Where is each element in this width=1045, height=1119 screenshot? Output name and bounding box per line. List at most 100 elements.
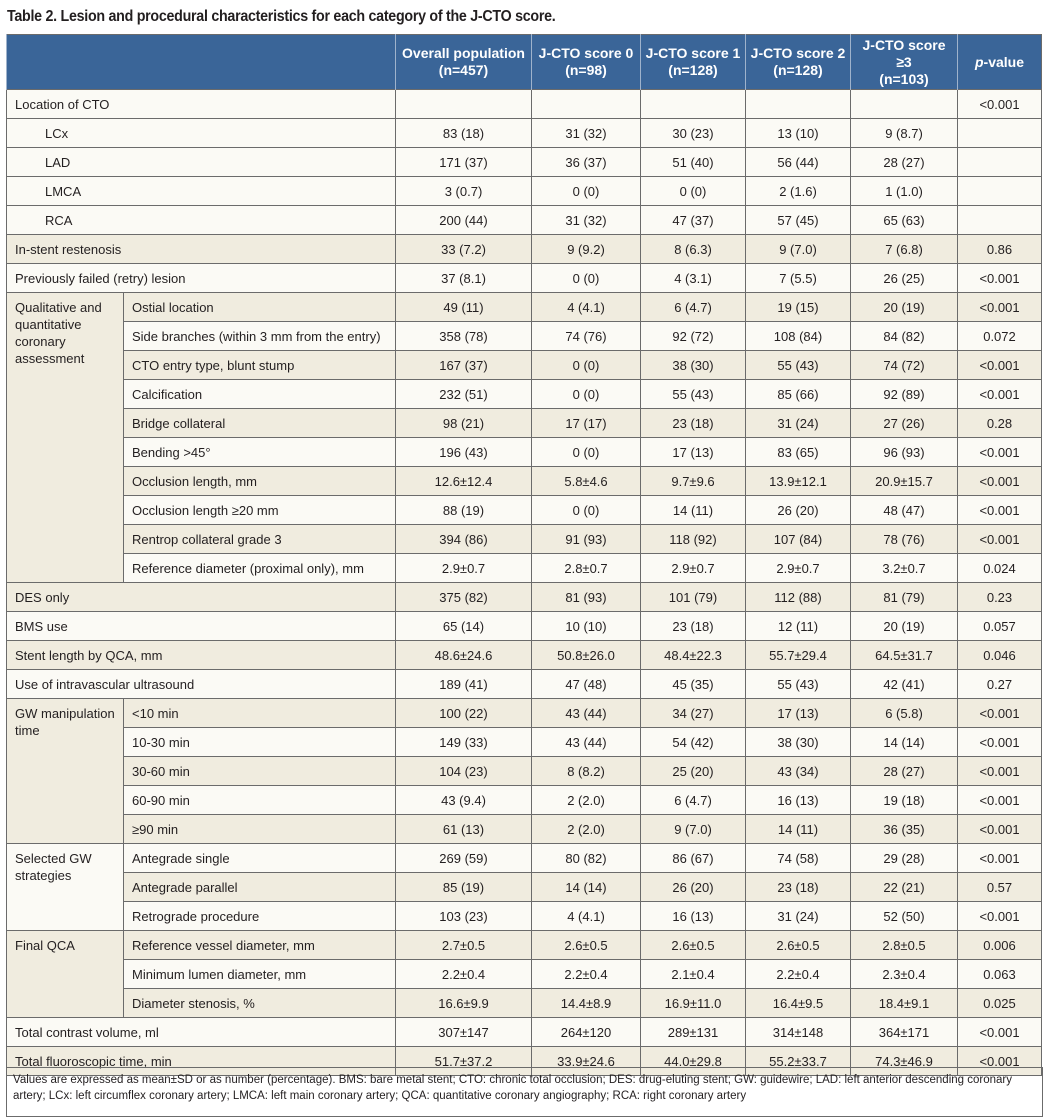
value-cell: 9 (7.0) bbox=[745, 234, 851, 264]
value-cell: 16 (13) bbox=[745, 785, 851, 815]
value-cell: 1 (1.0) bbox=[850, 176, 958, 206]
value-cell: 48 (47) bbox=[850, 495, 958, 525]
value-cell: 65 (14) bbox=[395, 611, 532, 641]
value-cell: 26 (20) bbox=[745, 495, 851, 525]
value-cell: 86 (67) bbox=[640, 843, 746, 873]
value-cell: 2.8±0.7 bbox=[531, 553, 641, 583]
value-cell: 167 (37) bbox=[395, 350, 532, 380]
table-row: GW manipulation time <10 min 100 (22) 43 (4… bbox=[6, 698, 1042, 844]
value-cell: 5.8±4.6 bbox=[531, 466, 641, 496]
value-cell: 2.2±0.4 bbox=[395, 959, 532, 989]
p-value-cell: <0.001 bbox=[957, 785, 1042, 815]
value-cell: 149 (33) bbox=[395, 727, 532, 757]
value-cell: 96 (93) bbox=[850, 437, 958, 467]
value-cell: 2.6±0.5 bbox=[745, 930, 851, 960]
table-row: Total fluoroscopic time, min 51.7±37.2 33.… bbox=[6, 1046, 1042, 1076]
value-cell: 17 (13) bbox=[640, 437, 746, 467]
header-p-value: p-value bbox=[957, 34, 1042, 90]
value-cell: 38 (30) bbox=[745, 727, 851, 757]
row-label: LMCA bbox=[6, 176, 396, 206]
value-cell: 19 (18) bbox=[850, 785, 958, 815]
value-cell: 47 (37) bbox=[640, 205, 746, 235]
p-value-cell: 0.86 bbox=[957, 234, 1042, 264]
value-cell: 55.2±33.7 bbox=[745, 1046, 851, 1076]
value-cell bbox=[850, 89, 958, 119]
row-label: In-stent restenosis bbox=[6, 234, 396, 264]
value-cell: 43 (9.4) bbox=[395, 785, 532, 815]
value-cell: 189 (41) bbox=[395, 669, 532, 699]
p-value-cell: <0.001 bbox=[957, 466, 1042, 496]
value-cell: 83 (65) bbox=[745, 437, 851, 467]
row-label: Bridge collateral bbox=[123, 408, 396, 438]
row-label: LCx bbox=[6, 118, 396, 148]
p-value-cell: 0.057 bbox=[957, 611, 1042, 641]
value-cell: 0 (0) bbox=[531, 379, 641, 409]
p-value-cell: 0.025 bbox=[957, 988, 1042, 1018]
p-value-cell: 0.046 bbox=[957, 640, 1042, 670]
row-label: Antegrade single bbox=[123, 843, 396, 873]
row-label: Occlusion length, mm bbox=[123, 466, 396, 496]
value-cell: 54 (42) bbox=[640, 727, 746, 757]
value-cell: 31 (24) bbox=[745, 408, 851, 438]
table-row: 60-90 min 43 (9.4) 2 (2.0) 6 (4.7) 16 (13) 19… bbox=[7, 785, 1042, 815]
value-cell: 23 (18) bbox=[640, 408, 746, 438]
value-cell: 6 (4.7) bbox=[640, 785, 746, 815]
table-row: DES only 375 (82) 81 (93) 101 (79) 112 (88) 8… bbox=[6, 582, 1042, 612]
value-cell: 23 (18) bbox=[640, 611, 746, 641]
row-label: Previously failed (retry) lesion bbox=[6, 263, 396, 293]
table-row: Occlusion length ≥20 mm 88 (19) 0 (0) 14 (1… bbox=[7, 495, 1042, 525]
value-cell: 118 (92) bbox=[640, 524, 746, 554]
value-cell: 38 (30) bbox=[640, 350, 746, 380]
value-cell: 47 (48) bbox=[531, 669, 641, 699]
value-cell: 19 (15) bbox=[745, 292, 851, 322]
value-cell: 14 (11) bbox=[640, 495, 746, 525]
p-value-cell: <0.001 bbox=[957, 292, 1042, 322]
row-label: 10-30 min bbox=[123, 727, 396, 757]
row-label: <10 min bbox=[123, 698, 396, 728]
value-cell: 104 (23) bbox=[395, 756, 532, 786]
group-label: Qualitative and quantitative coronary as… bbox=[6, 292, 124, 583]
value-cell: 4 (4.1) bbox=[531, 292, 641, 322]
header-row: Overall population (n=457) J-CTO score 0(… bbox=[6, 34, 1042, 90]
row-label: 60-90 min bbox=[123, 785, 396, 815]
value-cell: 84 (82) bbox=[850, 321, 958, 351]
p-value-cell: <0.001 bbox=[957, 698, 1042, 728]
p-value-cell: <0.001 bbox=[957, 89, 1042, 119]
row-label: Bending >45° bbox=[123, 437, 396, 467]
value-cell: 27 (26) bbox=[850, 408, 958, 438]
value-cell: 0 (0) bbox=[531, 350, 641, 380]
row-label: BMS use bbox=[6, 611, 396, 641]
value-cell: 56 (44) bbox=[745, 147, 851, 177]
header-score-2: J-CTO score 2 (n=128) bbox=[745, 34, 851, 90]
table-row: Occlusion length, mm 12.6±12.4 5.8±4.6 9.7±… bbox=[7, 466, 1042, 496]
value-cell: 232 (51) bbox=[395, 379, 532, 409]
value-cell: 83 (18) bbox=[395, 118, 532, 148]
value-cell: 20.9±15.7 bbox=[850, 466, 958, 496]
value-cell: 17 (17) bbox=[531, 408, 641, 438]
value-cell: 3 (0.7) bbox=[395, 176, 532, 206]
value-cell bbox=[395, 89, 532, 119]
value-cell: 20 (19) bbox=[850, 292, 958, 322]
value-cell: 171 (37) bbox=[395, 147, 532, 177]
value-cell: 26 (25) bbox=[850, 263, 958, 293]
value-cell: 314±148 bbox=[745, 1017, 851, 1047]
table-row: Bridge collateral 98 (21) 17 (17) 23 (18) 31… bbox=[7, 408, 1042, 438]
row-label: Rentrop collateral grade 3 bbox=[123, 524, 396, 554]
value-cell: 55 (43) bbox=[745, 350, 851, 380]
table-row: Reference diameter (proximal only), mm 2.… bbox=[7, 553, 1042, 583]
table-title: Table 2. Lesion and procedural character… bbox=[7, 8, 556, 25]
table-row: Previously failed (retry) lesion 37 (8.1)… bbox=[6, 263, 1042, 293]
value-cell: 13 (10) bbox=[745, 118, 851, 148]
row-label: Location of CTO bbox=[6, 89, 396, 119]
value-cell: 4 (3.1) bbox=[640, 263, 746, 293]
value-cell: 2.7±0.5 bbox=[395, 930, 532, 960]
p-value-cell: <0.001 bbox=[957, 379, 1042, 409]
value-cell: 2.9±0.7 bbox=[395, 553, 532, 583]
row-label: Use of intravascular ultrasound bbox=[6, 669, 396, 699]
p-value-cell: 0.27 bbox=[957, 669, 1042, 699]
value-cell: 14.4±8.9 bbox=[531, 988, 641, 1018]
value-cell: 42 (41) bbox=[850, 669, 958, 699]
value-cell: 22 (21) bbox=[850, 872, 958, 902]
value-cell: 0 (0) bbox=[531, 495, 641, 525]
p-value-cell: <0.001 bbox=[957, 350, 1042, 380]
